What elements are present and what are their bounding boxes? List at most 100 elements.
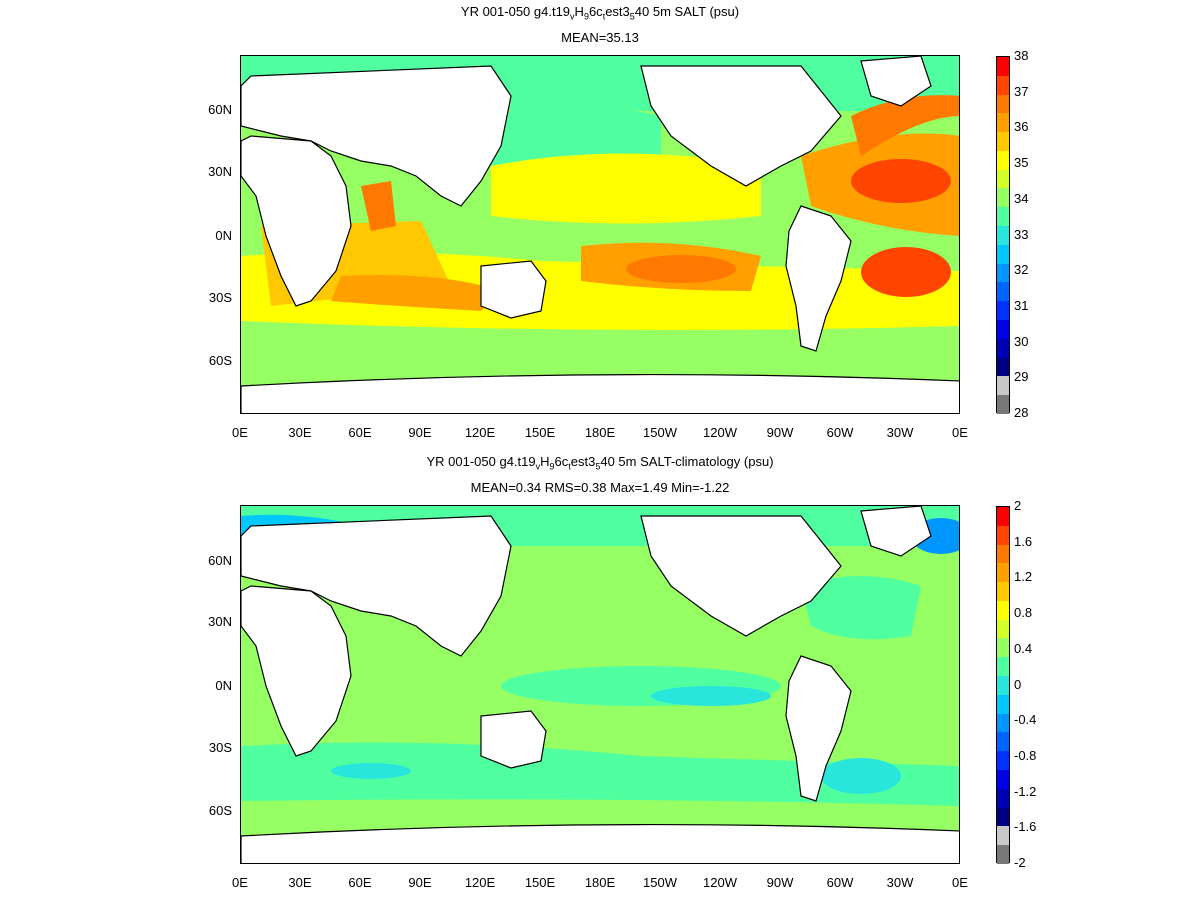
colorbar-segment: [997, 544, 1009, 564]
lon-label: 30W: [886, 425, 914, 440]
colorbar-tick-label: -1.6: [1014, 819, 1037, 835]
colorbar-segment: [997, 807, 1009, 827]
lat-label-30n: 30N: [208, 164, 232, 179]
gulf-stream-orange: [851, 95, 959, 156]
lon-label: 90E: [408, 425, 432, 440]
lat-label-60n: 60N: [208, 102, 232, 117]
south-pacific-max: [626, 255, 736, 283]
colorbar-segment: [997, 113, 1009, 133]
anomaly-colorbar: [996, 506, 1010, 864]
north-pacific-yellow: [491, 153, 761, 224]
colorbar-segment: [997, 132, 1009, 151]
colorbar-tick-label: 30: [1014, 333, 1029, 349]
lon-label: 120E: [464, 425, 496, 440]
colorbar-segment: [997, 507, 1009, 526]
lon-label: 180E: [584, 875, 616, 890]
arabian-sea-orange: [361, 181, 396, 231]
lon-label: 120W: [703, 875, 737, 890]
colorbar-segment: [997, 713, 1009, 733]
colorbar-segment: [997, 282, 1009, 302]
north-atlantic-max: [851, 159, 951, 203]
colorbar-segment: [997, 619, 1009, 639]
anomaly-south-indian-cyan: [331, 763, 411, 779]
lon-label: 180E: [584, 425, 616, 440]
south-america-shape: [785, 205, 852, 352]
colorbar-tick-label: 1.2: [1014, 569, 1033, 585]
panel1-subtitle: MEAN=35.13: [561, 30, 639, 45]
colorbar-segment: [997, 376, 1009, 396]
south-indian-orange: [331, 275, 501, 311]
anomaly-lat-label-30n: 30N: [208, 614, 232, 629]
lon-label: 150W: [643, 425, 677, 440]
colorbar-segment: [997, 301, 1009, 320]
colorbar-segment: [997, 732, 1009, 752]
lon-label: 30E: [288, 425, 312, 440]
colorbar-segment: [997, 188, 1009, 208]
colorbar-tick-label: 34: [1014, 190, 1029, 206]
anomaly-africa-shape: [241, 585, 352, 757]
colorbar-segment: [997, 244, 1009, 264]
anomaly-map: [240, 505, 960, 864]
colorbar-segment: [997, 751, 1009, 770]
colorbar-tick-label: -2: [1014, 855, 1026, 870]
colorbar-segment: [997, 263, 1009, 283]
colorbar-tick-label: 33: [1014, 226, 1029, 242]
colorbar-segment: [997, 75, 1009, 95]
colorbar-segment: [997, 826, 1009, 846]
lon-label: 90E: [408, 875, 432, 890]
lat-label-0n: 0N: [215, 228, 232, 243]
salt-colorbar: [996, 56, 1010, 414]
colorbar-tick-label: 29: [1014, 369, 1029, 385]
greenland-shape: [860, 56, 932, 107]
lon-label: 120W: [703, 425, 737, 440]
colorbar-tick-label: -0.4: [1014, 712, 1037, 728]
salt-map: [240, 55, 960, 414]
colorbar-segment: [997, 694, 1009, 714]
colorbar-segment: [997, 769, 1009, 789]
australia-shape: [480, 260, 547, 319]
colorbar-tick-label: 0.4: [1014, 640, 1033, 656]
colorbar-tick-label: 38: [1014, 48, 1029, 63]
anomaly-map-svg: [241, 506, 959, 863]
colorbar-tick-label: 2: [1014, 498, 1022, 513]
anomaly-north-atlantic-teal: [801, 576, 921, 640]
colorbar-tick-label: 28: [1014, 405, 1029, 420]
colorbar-tick-label: 37: [1014, 83, 1029, 99]
south-atlantic-max: [861, 247, 951, 297]
anomaly-lat-label-60n: 60N: [208, 553, 232, 568]
anomaly-north-america-shape: [640, 515, 842, 637]
lon-label: 120E: [464, 875, 496, 890]
colorbar-segment: [997, 582, 1009, 601]
colorbar-tick-label: 31: [1014, 297, 1029, 313]
lon-label: 150W: [643, 875, 677, 890]
lon-label: 90W: [766, 875, 794, 890]
lon-label: 90W: [766, 425, 794, 440]
colorbar-segment: [997, 207, 1009, 227]
colorbar-segment: [997, 357, 1009, 377]
lon-label: 30W: [886, 875, 914, 890]
anomaly-australia-shape: [480, 710, 547, 769]
colorbar-segment: [997, 226, 1009, 245]
anomaly-equatorial-cyan: [651, 686, 771, 706]
lon-label: 0E: [952, 425, 968, 440]
colorbar-segment: [997, 395, 1009, 414]
panel2-subtitle: MEAN=0.34 RMS=0.38 Max=1.49 Min=-1.22: [470, 480, 730, 495]
africa-shape: [241, 135, 352, 307]
colorbar-tick-label: -0.8: [1014, 747, 1037, 763]
colorbar-tick-label: 32: [1014, 262, 1029, 278]
lon-label: 60E: [348, 425, 372, 440]
colorbar-segment: [997, 338, 1009, 358]
anomaly-lat-label-30s: 30S: [208, 740, 232, 755]
anomaly-antarctica-shape: [241, 823, 959, 863]
anomaly-lat-label-0n: 0N: [215, 678, 232, 693]
colorbar-segment: [997, 563, 1009, 583]
antarctica-shape: [241, 373, 959, 413]
lon-label: 60W: [826, 425, 854, 440]
lon-label: 60W: [826, 875, 854, 890]
panel1-title: YR 001-050 g4.t19vH96ctest3540 5m SALT (…: [460, 4, 740, 22]
colorbar-tick-label: 1.6: [1014, 533, 1033, 549]
lat-label-60s: 60S: [208, 353, 232, 368]
anomaly-greenland-shape: [860, 506, 932, 557]
colorbar-segment: [997, 319, 1009, 339]
anomaly-south-atlantic-cyan: [821, 758, 901, 794]
